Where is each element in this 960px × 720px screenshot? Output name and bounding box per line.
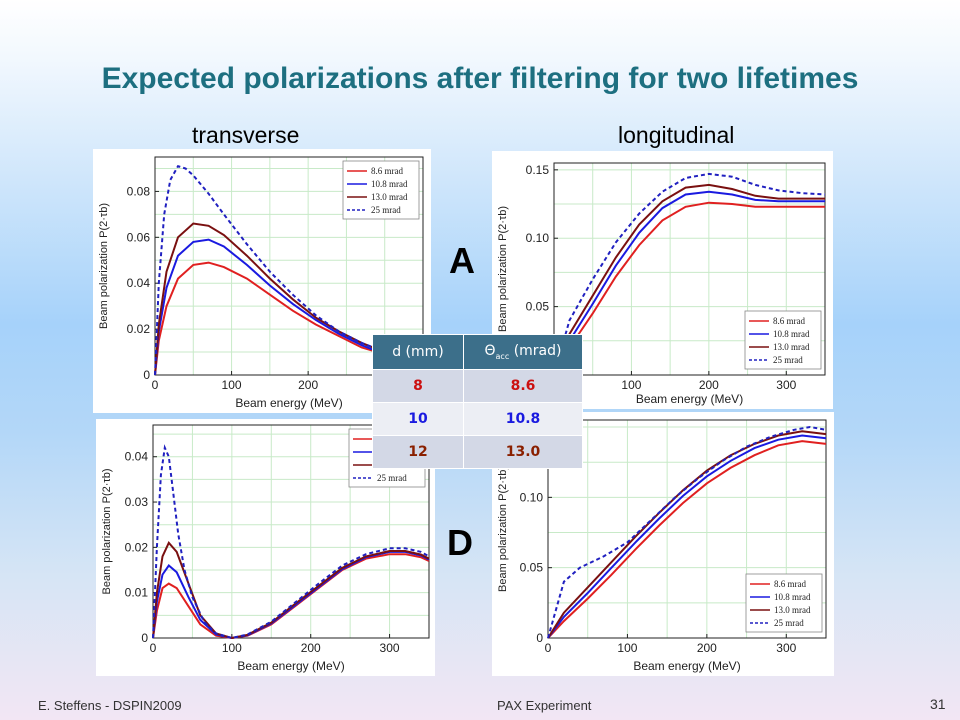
y-tick-label: 0.06	[127, 230, 151, 244]
grid	[548, 420, 826, 638]
x-tick-label: 300	[380, 641, 400, 655]
y-tick-label: 0.04	[125, 450, 149, 464]
y-tick-label: 0.05	[526, 300, 550, 314]
series-line-25-mrad	[152, 444, 430, 640]
legend-label: 25 mrad	[773, 355, 803, 365]
series-line-13-0-mrad	[547, 430, 827, 639]
slide-title: Expected polarizations after filtering f…	[101, 62, 859, 95]
x-tick-label: 200	[699, 378, 719, 392]
table-cell-d: 10	[372, 402, 464, 436]
plot-frame	[547, 419, 827, 639]
x-tick-label: 0	[152, 378, 159, 392]
series-line-25-mrad	[154, 165, 424, 376]
legend-label: 25 mrad	[371, 205, 401, 215]
table-cell-d: 12	[372, 435, 464, 469]
theta-subscript: acc	[495, 351, 510, 361]
y-tick-label: 0.03	[125, 495, 149, 509]
y-axis-label: Beam polarization P(2·τb)	[497, 466, 509, 592]
label-d: D	[447, 522, 473, 563]
x-tick-label: 100	[617, 641, 637, 655]
plot-frame	[553, 162, 826, 376]
column-header-longitudinal: longitudinal	[618, 122, 735, 148]
y-tick-label: 0.10	[526, 231, 550, 245]
y-tick-label: 0.10	[520, 490, 544, 504]
theta-symbol: Θ	[484, 343, 496, 360]
series-line-8-6-mrad	[553, 201, 825, 376]
x-axis-label: Beam energy (MeV)	[633, 659, 740, 673]
y-tick-label: 0.15	[526, 163, 550, 177]
footer-experiment: PAX Experiment	[497, 698, 592, 713]
series-line-13-0-mrad	[152, 540, 430, 640]
x-tick-label: 200	[301, 641, 321, 655]
acceptance-table: d (mm) Θacc (mrad) 8 8.6 10 10.8 12 13.0	[372, 334, 583, 469]
x-axis-label: Beam energy (MeV)	[235, 396, 342, 410]
legend-label: 8.6 mrad	[774, 579, 806, 589]
table-header-theta: Θacc (mrad)	[463, 334, 583, 370]
chart-panel-transverse-d: 0 100 200 300 0 0.01 0.02 0.03 0.04 Beam energy (…	[96, 419, 435, 676]
table-header-d: d (mm)	[372, 334, 464, 370]
series-line-13-0-mrad	[553, 183, 825, 376]
table-cell-theta: 10.8	[463, 402, 583, 436]
table-cell-d: 8	[372, 369, 464, 403]
y-tick-label: 0	[536, 631, 543, 645]
legend-label: 10.8 mrad	[371, 179, 408, 189]
x-tick-label: 100	[222, 378, 242, 392]
y-axis-label: Beam polarization P(2·τb)	[101, 468, 113, 594]
y-tick-label: 0.04	[127, 276, 151, 290]
legend-label: 8.6 mrad	[773, 316, 805, 326]
legend-label: 8.6 mrad	[371, 166, 403, 176]
table-row: 10 10.8	[372, 402, 583, 436]
label-a: A	[449, 240, 475, 281]
x-tick-label: 300	[776, 378, 796, 392]
x-tick-label: 100	[222, 641, 242, 655]
footer-author: E. Steffens - DSPIN2009	[38, 698, 182, 713]
y-tick-label: 0.02	[127, 322, 151, 336]
series-line-8-6-mrad	[547, 440, 827, 639]
page-number: 31	[930, 696, 946, 712]
legend-label: 25 mrad	[377, 473, 407, 483]
x-tick-label: 300	[776, 641, 796, 655]
series-line-10-8-mrad	[553, 190, 825, 376]
legend-label: 13.0 mrad	[371, 192, 408, 202]
chart-panel-longitudinal-d: 0 100 200 300 0 0.05 0.10 Beam energy (MeV) Beam…	[492, 412, 834, 676]
y-axis-label: Beam polarization P(2·τb)	[497, 206, 509, 332]
x-tick-label: 0	[545, 641, 552, 655]
legend-label: 13.0 mrad	[774, 605, 811, 615]
y-tick-label: 0.01	[125, 586, 149, 600]
y-tick-label: 0	[141, 631, 148, 645]
legend-label: 13.0 mrad	[773, 342, 810, 352]
x-tick-label: 100	[621, 378, 641, 392]
table-row: 8 8.6	[372, 369, 583, 403]
grid	[155, 157, 423, 375]
table-cell-theta: 13.0	[463, 435, 583, 469]
series-line-25-mrad	[553, 172, 826, 376]
table-row: 12 13.0	[372, 435, 583, 469]
y-tick-label: 0.02	[125, 540, 149, 554]
legend-label: 10.8 mrad	[774, 592, 811, 602]
series-line-10-8-mrad	[547, 434, 827, 639]
plot-frame	[154, 156, 424, 376]
legend: 8.6 mrad 10.8 mrad 13.0 mrad 25 mrad	[744, 310, 822, 370]
x-tick-label: 0	[150, 641, 157, 655]
x-tick-label: 200	[697, 641, 717, 655]
column-header-transverse: transverse	[192, 122, 300, 148]
plot-frame	[152, 424, 430, 639]
chart-longitudinal-d: 0 100 200 300 0 0.05 0.10 Beam energy (MeV) Beam…	[497, 419, 827, 673]
theta-unit: (mrad)	[513, 343, 562, 360]
x-tick-label: 200	[298, 378, 318, 392]
y-tick-label: 0	[143, 368, 150, 382]
legend: 8.6 mrad 10.8 mrad 13.0 mrad 25 mrad	[745, 573, 823, 633]
legend-label: 10.8 mrad	[773, 329, 810, 339]
y-tick-label: 0.05	[520, 561, 544, 575]
x-axis-label: Beam energy (MeV)	[237, 659, 344, 673]
series-line-25-mrad	[547, 425, 827, 639]
y-tick-label: 0.08	[127, 184, 151, 198]
legend-label: 25 mrad	[774, 618, 804, 628]
table-cell-theta: 8.6	[463, 369, 583, 403]
x-axis-label: Beam energy (MeV)	[636, 392, 743, 406]
legend: 8.6 mrad 10.8 mrad 13.0 mrad 25 mrad	[342, 160, 420, 220]
series-line-10-8-mrad	[152, 550, 430, 640]
y-axis-label: Beam polarization P(2·τb)	[98, 203, 110, 329]
series-line-8-6-mrad	[152, 553, 430, 640]
